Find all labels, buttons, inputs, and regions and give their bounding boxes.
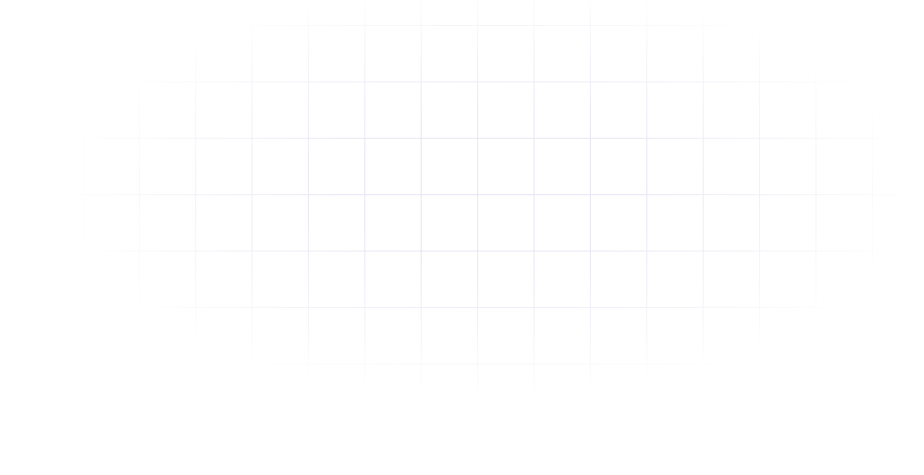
- page: [0, 0, 924, 475]
- grid-background: [0, 0, 924, 475]
